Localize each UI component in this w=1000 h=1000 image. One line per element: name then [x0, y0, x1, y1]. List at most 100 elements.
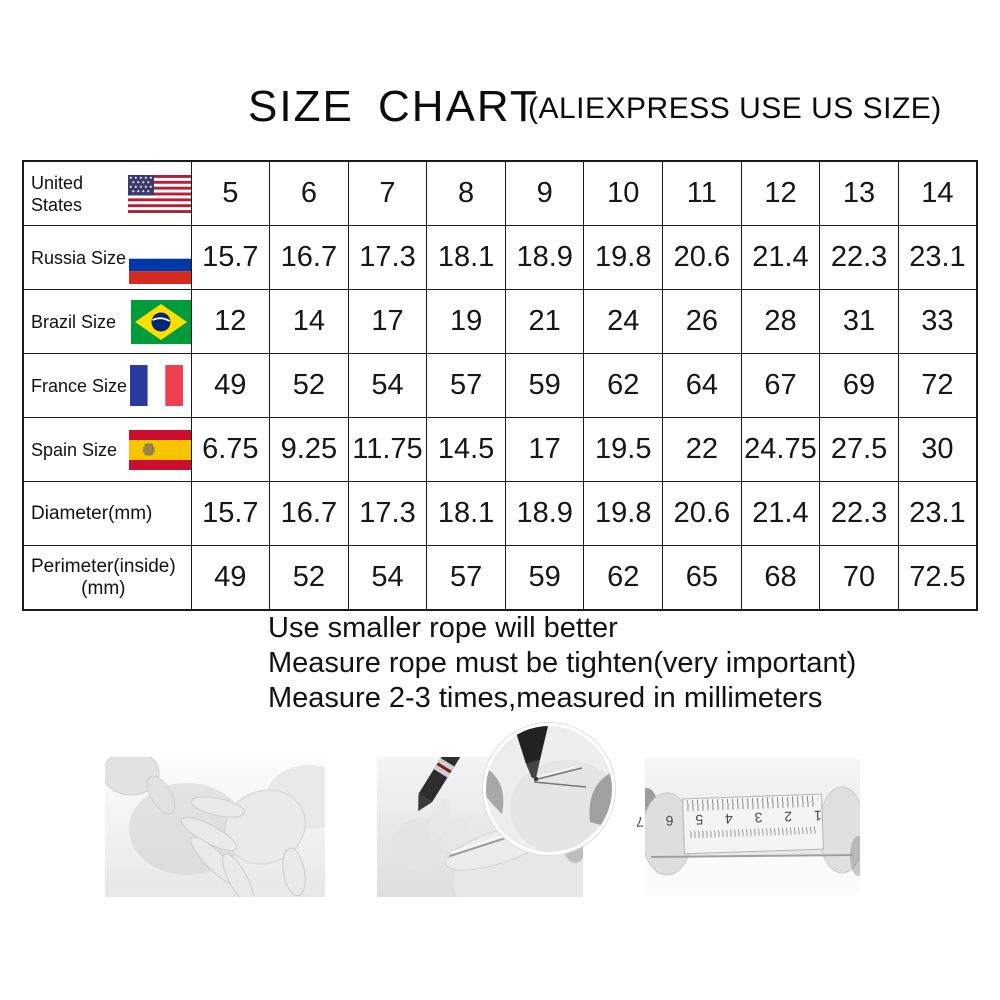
size-cell: 31	[819, 289, 899, 354]
size-cell: 19.8	[583, 481, 664, 546]
us-flag-icon	[127, 174, 190, 213]
size-chart-table: United States	[22, 160, 978, 611]
size-cell: 65	[662, 545, 742, 611]
size-cell: 49	[190, 353, 271, 418]
table-row-spain: Spain Size	[22, 417, 978, 482]
size-cell: 15.7	[190, 225, 271, 290]
page-subtitle: (ALIEXPRESS USE US SIZE)	[528, 92, 942, 125]
size-cell: 21.4	[740, 481, 821, 546]
size-cell: 21	[504, 289, 585, 354]
size-cell: 33	[897, 289, 978, 354]
note-line: Measure 2-3 times,measured in millimeter…	[268, 682, 823, 714]
size-cell: 10	[583, 160, 664, 226]
photo-measure-hand	[105, 757, 325, 897]
table-row-brazil: Brazil Size 12 14 17 19	[22, 289, 978, 354]
size-cell: 22	[662, 417, 742, 482]
size-cell: 18.9	[504, 225, 585, 290]
ruler-numbers: 1 2 3 4 5 6 7	[626, 807, 823, 831]
row-header-russia: Russia Size	[22, 225, 192, 290]
size-cell: 19	[426, 289, 506, 354]
row-label: Perimeter(inside)	[31, 555, 176, 577]
size-cell: 12	[190, 289, 271, 354]
row-header-spain: Spain Size	[22, 417, 192, 482]
size-cell: 72.5	[897, 545, 978, 611]
size-cell: 68	[740, 545, 821, 611]
size-cell: 20.6	[662, 225, 742, 290]
size-cell: 19.5	[583, 417, 664, 482]
ruler-ticks-minor	[690, 826, 817, 839]
size-cell: 52	[269, 353, 349, 418]
size-cell: 49	[190, 545, 271, 611]
size-cell: 62	[583, 353, 664, 418]
size-cell: 17	[504, 417, 585, 482]
size-cell: 6	[269, 160, 349, 226]
size-cell: 24.75	[740, 417, 821, 482]
measuring-notes: Use smaller rope will better Measure rop…	[268, 611, 856, 716]
table-row-russia: Russia Size 15.7 16.7 17.3 18.1 1	[22, 225, 978, 290]
size-cell: 54	[347, 353, 428, 418]
size-cell: 14	[269, 289, 349, 354]
photo-inset-circle	[483, 723, 615, 855]
size-cell: 22.3	[819, 225, 899, 290]
size-cell: 67	[740, 353, 821, 418]
spain-flag-icon	[128, 429, 190, 470]
size-cell: 22.3	[819, 481, 899, 546]
size-cell: 14.5	[426, 417, 506, 482]
size-cell: 11	[662, 160, 742, 226]
size-cell: 23.1	[897, 481, 978, 546]
table-row-diameter: Diameter(mm) 15.7 16.7 17.3 18.1 18.9 19…	[22, 481, 978, 546]
brazil-flag-icon	[130, 299, 190, 344]
table-row-united-states: United States	[22, 160, 978, 226]
france-flag-icon	[129, 365, 183, 406]
size-cell: 20.6	[662, 481, 742, 546]
size-cell: 18.9	[504, 481, 585, 546]
size-cell: 17.3	[347, 225, 428, 290]
size-cell: 54	[347, 545, 428, 611]
row-label: United States	[31, 172, 84, 215]
size-cell: 5	[190, 160, 271, 226]
size-cell: 8	[426, 160, 506, 226]
page-title: SIZE CHART	[248, 82, 539, 131]
size-cell: 9	[504, 160, 585, 226]
size-cell: 16.7	[269, 225, 349, 290]
note-line: Measure rope must be tighten(very import…	[268, 647, 857, 679]
size-cell: 27.5	[819, 417, 899, 482]
size-cell: 70	[819, 545, 899, 611]
russia-flag-icon	[128, 246, 190, 284]
size-cell: 7	[347, 160, 428, 226]
size-cell: 28	[740, 289, 821, 354]
size-cell: 57	[426, 353, 506, 418]
size-cell: 30	[897, 417, 978, 482]
size-cell: 16.7	[269, 481, 349, 546]
size-cell: 6.75	[190, 417, 271, 482]
size-cell: 9.25	[269, 417, 349, 482]
size-cell: 72	[897, 353, 978, 418]
size-cell: 23.1	[897, 225, 978, 290]
size-cell: 69	[819, 353, 899, 418]
size-cell: 59	[504, 545, 585, 611]
row-header-brazil: Brazil Size	[22, 289, 192, 354]
size-cell: 24	[583, 289, 664, 354]
size-cell: 59	[504, 353, 585, 418]
size-cell: 52	[269, 545, 349, 611]
size-cell: 18.1	[426, 225, 506, 290]
size-cell: 21.4	[740, 225, 821, 290]
size-cell: 62	[583, 545, 664, 611]
size-cell: 12	[740, 160, 821, 226]
size-cell: 11.75	[347, 417, 428, 482]
size-cell: 13	[819, 160, 899, 226]
photo-ruler-measure: 1 2 3 4 5 6 7	[626, 758, 860, 895]
row-header-perimeter: Perimeter(inside) (mm)	[22, 545, 192, 611]
size-cell: 64	[662, 353, 742, 418]
size-cell: 26	[662, 289, 742, 354]
size-cell: 17	[347, 289, 428, 354]
row-label: Brazil Size	[31, 311, 117, 332]
ruler: 1 2 3 4 5 6 7	[626, 793, 824, 855]
row-label: Russia Size	[31, 247, 127, 268]
row-label-line2: (mm)	[81, 577, 126, 599]
size-cell: 19.8	[583, 225, 664, 290]
row-header-diameter: Diameter(mm)	[22, 481, 192, 546]
row-header-france: France Size	[22, 353, 192, 418]
table-row-perimeter: Perimeter(inside) (mm) 49 52 54 57 59 62…	[22, 545, 978, 611]
